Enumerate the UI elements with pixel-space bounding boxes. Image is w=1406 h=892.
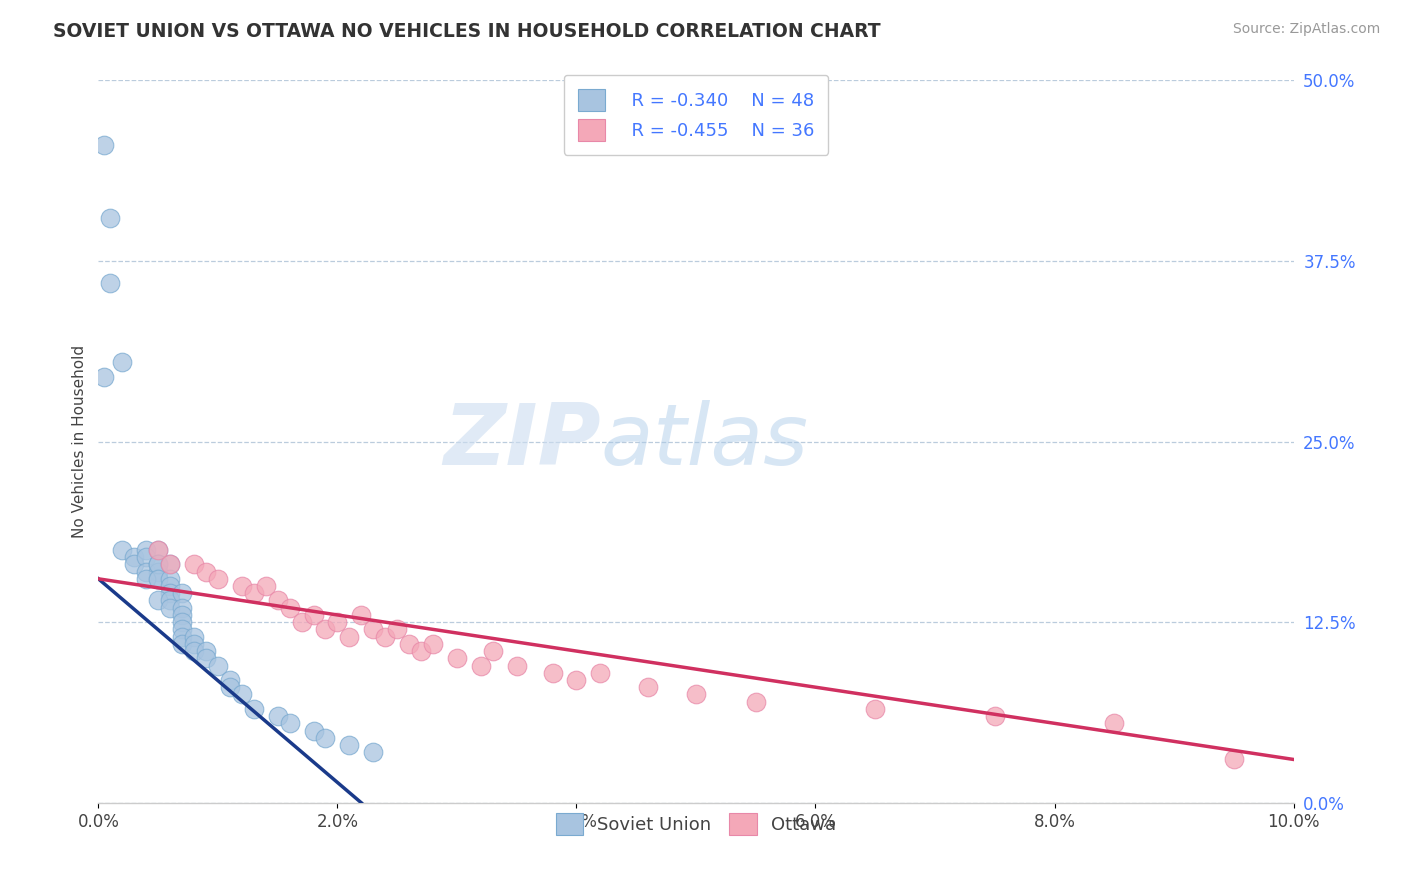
- Point: [1104, 716, 1126, 731]
- Legend: Soviet Union, Ottawa: Soviet Union, Ottawa: [547, 805, 845, 845]
- Point: [172, 637, 194, 651]
- Point: [148, 593, 170, 607]
- Point: [183, 637, 205, 651]
- Point: [1223, 752, 1246, 766]
- Point: [148, 572, 170, 586]
- Point: [93, 369, 115, 384]
- Point: [159, 593, 181, 607]
- Point: [183, 644, 205, 658]
- Point: [172, 615, 194, 630]
- Point: [172, 607, 194, 622]
- Point: [195, 651, 218, 665]
- Point: [363, 745, 385, 759]
- Point: [446, 651, 468, 665]
- Point: [207, 658, 229, 673]
- Point: [195, 565, 218, 579]
- Point: [124, 558, 146, 572]
- Point: [470, 658, 492, 673]
- Point: [148, 572, 170, 586]
- Text: ZIP: ZIP: [443, 400, 600, 483]
- Point: [172, 630, 194, 644]
- Point: [865, 702, 887, 716]
- Point: [135, 565, 157, 579]
- Point: [219, 673, 242, 687]
- Point: [243, 586, 266, 600]
- Point: [98, 276, 122, 290]
- Point: [506, 658, 529, 673]
- Point: [111, 542, 134, 557]
- Point: [267, 709, 290, 723]
- Point: [148, 558, 170, 572]
- Point: [637, 680, 659, 694]
- Point: [267, 593, 290, 607]
- Point: [159, 572, 181, 586]
- Point: [195, 644, 218, 658]
- Point: [111, 355, 134, 369]
- Point: [254, 579, 277, 593]
- Point: [482, 644, 505, 658]
- Point: [278, 716, 301, 731]
- Text: atlas: atlas: [600, 400, 808, 483]
- Point: [135, 550, 157, 565]
- Point: [93, 138, 115, 153]
- Point: [339, 738, 361, 752]
- Y-axis label: No Vehicles in Household: No Vehicles in Household: [72, 345, 87, 538]
- Point: [315, 623, 337, 637]
- Point: [219, 680, 242, 694]
- Point: [183, 630, 205, 644]
- Point: [398, 637, 420, 651]
- Point: [385, 623, 409, 637]
- Point: [183, 558, 205, 572]
- Point: [135, 572, 157, 586]
- Point: [148, 565, 170, 579]
- Point: [159, 579, 181, 593]
- Point: [172, 600, 194, 615]
- Point: [148, 542, 170, 557]
- Point: [124, 550, 146, 565]
- Point: [541, 665, 564, 680]
- Point: [159, 600, 181, 615]
- Point: [363, 623, 385, 637]
- Point: [159, 558, 181, 572]
- Point: [172, 623, 194, 637]
- Point: [159, 558, 181, 572]
- Point: [243, 702, 266, 716]
- Point: [339, 630, 361, 644]
- Point: [984, 709, 1007, 723]
- Point: [374, 630, 396, 644]
- Point: [148, 542, 170, 557]
- Point: [411, 644, 433, 658]
- Text: Source: ZipAtlas.com: Source: ZipAtlas.com: [1233, 22, 1381, 37]
- Point: [302, 607, 325, 622]
- Point: [326, 615, 349, 630]
- Point: [148, 558, 170, 572]
- Point: [231, 579, 253, 593]
- Point: [172, 586, 194, 600]
- Point: [315, 731, 337, 745]
- Point: [231, 687, 253, 701]
- Point: [745, 695, 768, 709]
- Point: [291, 615, 314, 630]
- Point: [565, 673, 588, 687]
- Point: [135, 542, 157, 557]
- Point: [422, 637, 444, 651]
- Point: [350, 607, 373, 622]
- Text: SOVIET UNION VS OTTAWA NO VEHICLES IN HOUSEHOLD CORRELATION CHART: SOVIET UNION VS OTTAWA NO VEHICLES IN HO…: [53, 22, 882, 41]
- Point: [207, 572, 229, 586]
- Point: [159, 586, 181, 600]
- Point: [98, 211, 122, 225]
- Point: [589, 665, 612, 680]
- Point: [685, 687, 707, 701]
- Point: [302, 723, 325, 738]
- Point: [278, 600, 301, 615]
